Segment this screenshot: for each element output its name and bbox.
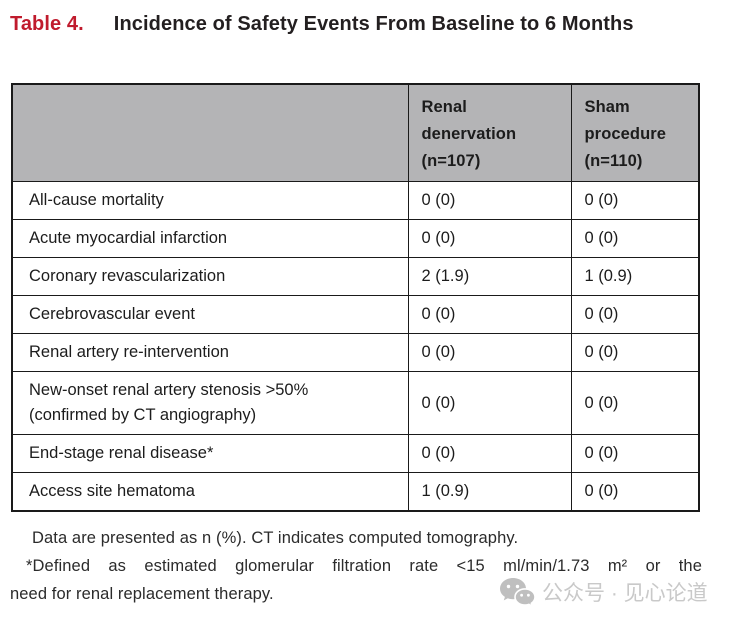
row-label: Coronary revascularization [11, 257, 409, 296]
row-label: All-cause mortality [11, 181, 409, 220]
footnote-definition-line1: *Defined as estimated glomerular filtrat… [26, 557, 702, 575]
table-row-coronary-revascularization: Coronary revascularization 2 (1.9) 1 (0.… [11, 257, 700, 296]
sham-procedure-value: 0 (0) [570, 371, 700, 435]
header-row: Renal denervation (n=107) Sham procedure… [11, 83, 700, 182]
renal-denervation-value: 0 (0) [407, 434, 572, 473]
watermark: 公众号 · 见心论道 [499, 577, 708, 607]
header-renal-denervation: Renal denervation (n=107) [407, 83, 572, 182]
table-row-all-cause-mortality: All-cause mortality 0 (0) 0 (0) [11, 181, 700, 220]
row-label: Renal artery re-intervention [11, 333, 409, 372]
renal-denervation-value: 0 (0) [407, 371, 572, 435]
row-label: End-stage renal disease* [11, 434, 409, 473]
renal-denervation-value: 0 (0) [407, 295, 572, 334]
table-title-text: Incidence of Safety Events From Baseline… [113, 13, 634, 35]
table-row-access-site-hematoma: Access site hematoma 1 (0.9) 0 (0) [11, 472, 700, 512]
sham-procedure-value: 1 (0.9) [570, 257, 700, 296]
renal-denervation-value: 0 (0) [407, 181, 572, 220]
table-row-new-onset-stenosis: New-onset renal artery stenosis >50% (co… [11, 371, 700, 435]
table-number: Table 4. [10, 13, 84, 35]
sham-procedure-value: 0 (0) [570, 333, 700, 372]
sham-procedure-value: 0 (0) [570, 181, 700, 220]
sham-procedure-value: 0 (0) [570, 219, 700, 258]
table-row-end-stage-renal-disease: End-stage renal disease* 0 (0) 0 (0) [11, 434, 700, 473]
header-sham-procedure: Sham procedure (n=110) [570, 83, 700, 182]
footnote-data-presentation: Data are presented as n (%). CT indicate… [32, 529, 519, 547]
table-title: Table 4. Incidence of Safety Events From … [10, 9, 662, 40]
sham-procedure-value: 0 (0) [570, 434, 700, 473]
wechat-icon [500, 578, 535, 607]
renal-denervation-value: 2 (1.9) [407, 257, 572, 296]
watermark-text: 公众号 · 见心论道 [542, 582, 708, 605]
renal-denervation-value: 1 (0.9) [407, 472, 572, 512]
row-label: New-onset renal artery stenosis >50% (co… [11, 371, 409, 435]
row-label: Cerebrovascular event [11, 295, 409, 334]
row-label: Acute myocardial infarction [11, 219, 409, 258]
row-label: Access site hematoma [11, 472, 409, 512]
header-empty-cell [11, 83, 409, 182]
footnote-definition-line2: need for renal replacement therapy. [10, 585, 274, 603]
renal-denervation-value: 0 (0) [407, 219, 572, 258]
table-row-acute-mi: Acute myocardial infarction 0 (0) 0 (0) [11, 219, 700, 258]
sham-procedure-value: 0 (0) [570, 472, 700, 512]
sham-procedure-value: 0 (0) [570, 295, 700, 334]
renal-denervation-value: 0 (0) [407, 333, 572, 372]
table-row-cerebrovascular-event: Cerebrovascular event 0 (0) 0 (0) [11, 295, 700, 334]
table-footnotes: Data are presented as n (%). CT indicate… [10, 524, 702, 608]
safety-events-table: Renal denervation (n=107) Sham procedure… [11, 83, 700, 512]
table-row-renal-artery-reintervention: Renal artery re-intervention 0 (0) 0 (0) [11, 333, 700, 372]
